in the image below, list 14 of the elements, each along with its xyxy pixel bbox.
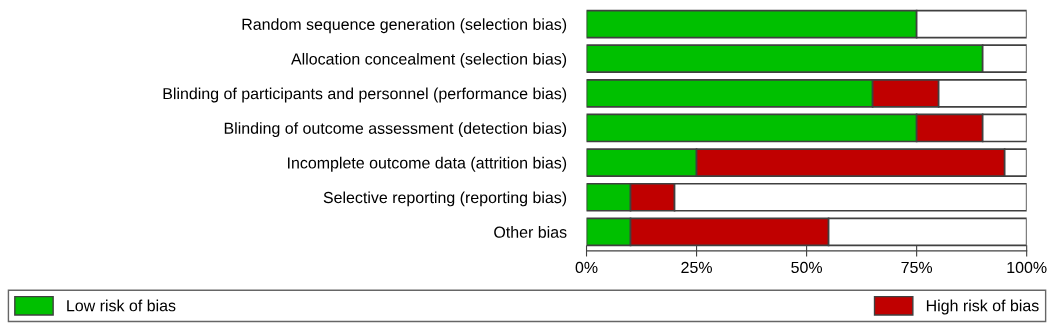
- y-tick-label: Blinding of outcome assessment (detection bias): [224, 122, 567, 138]
- y-tick-label: Random sequence generation (selection bias): [242, 18, 567, 34]
- legend-label: High risk of bias: [926, 299, 1039, 315]
- x-tick-label: 75%: [901, 261, 933, 274]
- y-tick-label: Allocation concealment (selection bias): [291, 52, 567, 68]
- x-tick-label: 50%: [791, 261, 823, 274]
- x-tick-label: 25%: [681, 261, 712, 274]
- y-tick-label: Blinding of participants and personnel (performance bias): [163, 87, 567, 103]
- legend-label: Low risk of bias: [67, 299, 176, 312]
- y-tick-label: Incomplete outcome data (attrition bias): [288, 156, 567, 172]
- y-tick-label: Selective reporting (reporting bias): [323, 191, 567, 207]
- x-tick-label: 100%: [1007, 261, 1047, 274]
- y-tick-label: Other bias: [494, 226, 567, 238]
- x-tick-label: 0%: [575, 261, 598, 274]
